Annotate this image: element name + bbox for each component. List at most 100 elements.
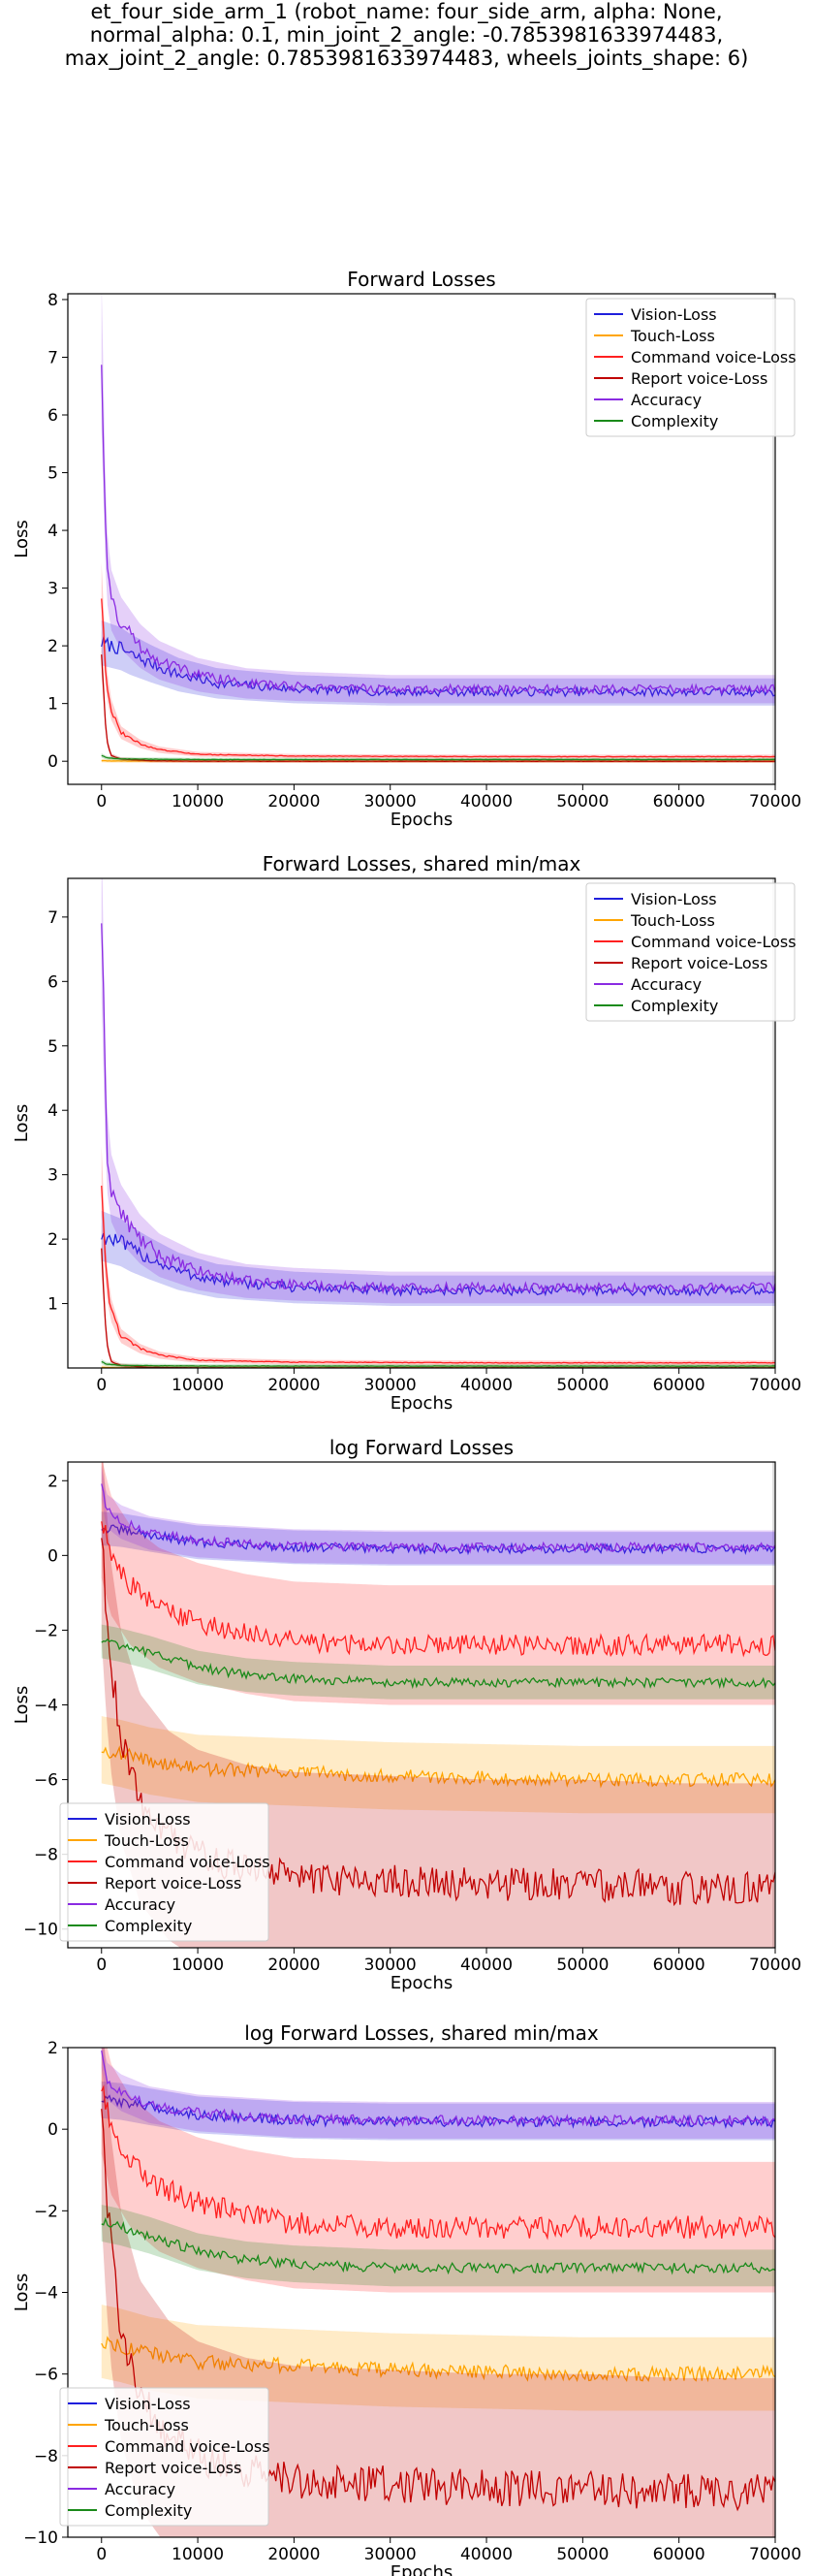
series-line <box>101 2084 775 2241</box>
legend-entry: Report voice-Loss <box>105 2459 241 2477</box>
chart-panel-1: Forward Losses Epochs Loss 0 10000 20000 30000… <box>12 268 801 830</box>
legend-entry: Touch-Loss <box>630 327 715 345</box>
legend-entry: Complexity <box>105 2501 192 2520</box>
x-tick-label: 40000 <box>460 1956 513 1975</box>
axes-frame <box>67 877 776 1369</box>
legend-entry: Accuracy <box>105 1895 175 1914</box>
series-band <box>101 1462 775 1948</box>
x-tick-label: 50000 <box>556 1956 609 1975</box>
legend-entry: Vision-Loss <box>105 2395 191 2413</box>
y-tick-label: −8 <box>34 1846 58 1865</box>
plot-area <box>101 2048 775 2537</box>
x-tick-label: 30000 <box>364 2545 417 2564</box>
chart-panel-2: Forward Losses, shared min/max Epochs Loss… <box>12 852 801 1414</box>
series-band <box>101 1465 775 1565</box>
x-tick-label: 10000 <box>172 2545 224 2564</box>
series-band <box>101 2305 775 2411</box>
y-tick-label: −2 <box>34 2202 58 2221</box>
legend-entry: Accuracy <box>631 391 702 409</box>
legend-entry: Report voice-Loss <box>631 369 767 388</box>
series-line <box>101 654 775 763</box>
x-tick-label: 40000 <box>460 2545 513 2564</box>
series-band <box>101 294 775 704</box>
y-tick-label: 4 <box>47 1101 58 1121</box>
axes-frame <box>67 2047 776 2538</box>
axes-frame <box>67 293 776 785</box>
y-tick-label: −4 <box>34 1697 58 1716</box>
x-axis-label: Epochs <box>391 2562 453 2576</box>
series-line <box>101 1745 775 1789</box>
series-band <box>101 2048 775 2537</box>
series-line <box>101 1232 775 1298</box>
series-band <box>101 1511 775 1566</box>
x-tick-label: 60000 <box>653 792 705 811</box>
chart-title: Forward Losses <box>347 268 495 291</box>
x-tick-label: 50000 <box>556 792 609 811</box>
x-tick-label: 60000 <box>653 1376 705 1395</box>
x-tick-label: 30000 <box>364 1376 417 1395</box>
legend-entry: Vision-Loss <box>631 890 717 908</box>
series-line <box>101 365 775 696</box>
legend: Vision-Loss Touch-Loss Command voice-Loss R… <box>59 1802 270 1942</box>
legend-entry: Touch-Loss <box>104 1831 189 1850</box>
x-tick-label: 10000 <box>172 1376 224 1395</box>
y-tick-label: 7 <box>47 348 58 367</box>
series-line <box>101 635 775 698</box>
series-line <box>101 754 775 761</box>
series-line <box>101 1638 775 1690</box>
y-tick-label: 1 <box>47 695 58 715</box>
y-tick-label: 2 <box>47 637 58 656</box>
legend-entry: Touch-Loss <box>630 911 715 930</box>
y-tick-label: 5 <box>47 1037 58 1057</box>
series-band <box>101 2205 775 2287</box>
y-tick-label: 6 <box>47 972 58 992</box>
x-tick-label: 20000 <box>267 792 320 811</box>
x-tick-label: 10000 <box>172 1956 224 1975</box>
y-tick-label: 0 <box>47 2120 58 2140</box>
y-tick-label: 4 <box>47 522 58 541</box>
series-line <box>101 923 775 1295</box>
y-tick-label: 3 <box>47 580 58 599</box>
series-line <box>101 2051 775 2128</box>
series-line <box>101 1521 775 1658</box>
y-tick-label: −4 <box>34 2284 58 2304</box>
x-tick-label: 0 <box>96 1376 107 1395</box>
x-tick-label: 30000 <box>364 1956 417 1975</box>
y-axis-label: Loss <box>12 2274 32 2311</box>
y-tick-label: −2 <box>34 1621 58 1640</box>
legend-entry: Command voice-Loss <box>105 1853 270 1871</box>
y-tick-label: −6 <box>34 1771 58 1791</box>
series-line <box>101 598 775 758</box>
legend-entry: Complexity <box>105 1917 192 1935</box>
x-tick-label: 20000 <box>267 1376 320 1395</box>
series-line <box>101 2336 775 2383</box>
legend-entry: Report voice-Loss <box>631 954 767 972</box>
y-tick-label: 8 <box>47 291 58 310</box>
x-tick-label: 20000 <box>267 2545 320 2564</box>
axes-frame <box>67 1461 776 1949</box>
y-axis-label: Loss <box>12 520 32 557</box>
x-axis-label: Epochs <box>391 810 453 830</box>
plot-area <box>101 1462 775 1948</box>
y-tick-label: 0 <box>47 1546 58 1566</box>
x-tick-label: 0 <box>96 792 107 811</box>
legend-box <box>585 882 796 1022</box>
series-line <box>101 1360 775 1367</box>
series-line <box>101 1483 775 1554</box>
y-axis-label: Loss <box>12 1686 32 1724</box>
x-tick-label: 60000 <box>653 2545 705 2564</box>
x-tick-label: 40000 <box>460 1376 513 1395</box>
y-tick-label: −8 <box>34 2447 58 2466</box>
legend-entry: Vision-Loss <box>105 1810 191 1829</box>
chart-title: log Forward Losses <box>329 1436 514 1459</box>
series-band <box>101 2081 775 2141</box>
series-band <box>101 1716 775 1814</box>
legend: Vision-Loss Touch-Loss Command voice-Loss R… <box>585 882 797 1022</box>
x-tick-label: 70000 <box>749 792 801 811</box>
chart-panel-3: log Forward Losses Epochs Loss 0 10000 20000 3… <box>12 1436 801 1993</box>
y-tick-label: 2 <box>47 1230 58 1250</box>
x-tick-label: 70000 <box>749 2545 801 2564</box>
x-tick-label: 70000 <box>749 1956 801 1975</box>
y-tick-label: −6 <box>34 2366 58 2385</box>
